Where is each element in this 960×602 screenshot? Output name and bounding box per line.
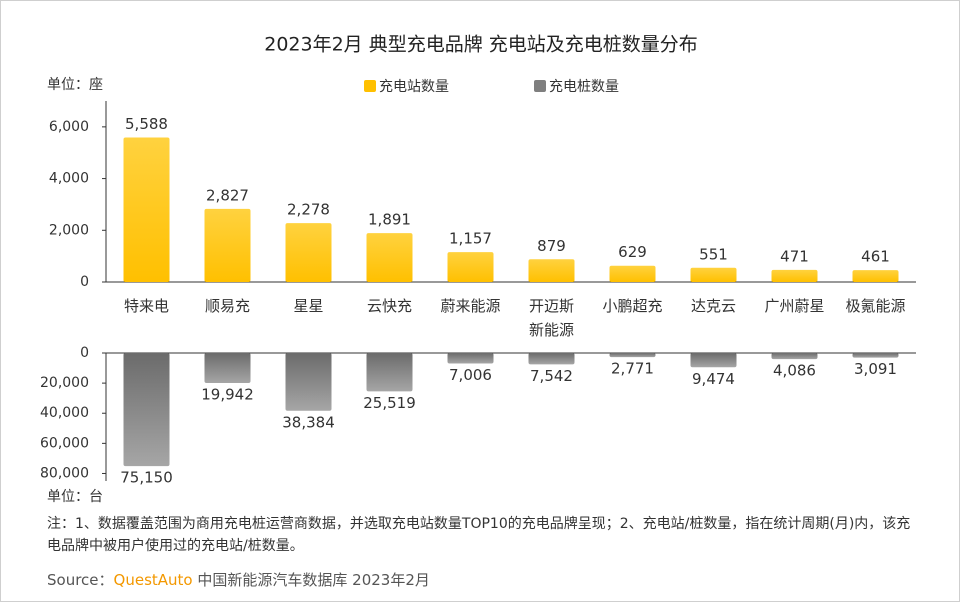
bar	[609, 353, 656, 358]
value-label: 38,384	[282, 413, 335, 431]
value-label: 1,157	[449, 230, 492, 248]
legend-label: 充电桩数量	[549, 78, 619, 95]
bar	[285, 353, 332, 411]
y-tick-label: 0	[80, 274, 89, 290]
legend-label: 充电站数量	[379, 79, 449, 95]
y2-tick-label: 40,000	[40, 405, 89, 421]
bar	[204, 208, 251, 282]
x-tick-label: 星星	[293, 297, 324, 315]
unit-label: 单位：座	[47, 77, 103, 93]
y2-tick-label: 20,000	[40, 375, 89, 391]
value-label: 7,006	[449, 366, 492, 384]
bar	[690, 353, 737, 368]
value-label: 4,086	[773, 362, 816, 380]
x-tick-label: 广州蔚星	[764, 297, 825, 315]
bar	[690, 267, 737, 282]
value-label: 25,519	[363, 394, 416, 412]
x-tick-label: 云快充	[366, 297, 412, 315]
value-label: 629	[618, 243, 647, 261]
x-tick-label: 开迈斯 新能源	[528, 297, 574, 339]
y2-tick-label: 0	[80, 345, 89, 361]
bar	[366, 233, 413, 282]
chart-title: 2023年2月 典型充电品牌 充电站及充电桩数量分布	[264, 34, 698, 56]
value-label: 3,091	[854, 360, 897, 378]
x-tick-label: 蔚来能源	[440, 297, 501, 315]
y-tick-label: 6,000	[49, 119, 89, 135]
bar	[852, 270, 899, 282]
value-label: 461	[861, 248, 890, 266]
x-tick-label: 小鹏超充	[602, 297, 663, 315]
value-label: 1,891	[368, 211, 411, 229]
x-tick-label: 特来电	[123, 297, 169, 315]
value-label: 2,771	[611, 360, 654, 378]
bar	[123, 353, 170, 467]
bar	[447, 252, 494, 282]
x-tick-label: 极氪能源	[845, 297, 906, 315]
bar	[204, 353, 251, 384]
value-label: 7,542	[530, 367, 573, 385]
bar	[771, 269, 818, 282]
bar	[366, 353, 413, 392]
value-label: 551	[699, 245, 728, 263]
bar	[123, 137, 170, 282]
source-label: Source：	[47, 571, 114, 589]
value-label: 471	[780, 247, 809, 265]
value-label: 5,588	[125, 115, 168, 133]
y2-tick-label: 60,000	[40, 435, 89, 451]
x-tick-label: 达克云	[690, 297, 736, 315]
legend-swatch	[534, 80, 546, 92]
unit-label: 单位：台	[47, 489, 103, 505]
value-label: 19,942	[201, 386, 254, 404]
value-label: 2,827	[206, 186, 249, 204]
source-text: 中国新能源汽车数据库 2023年2月	[197, 571, 430, 589]
note: 注：1、数据覆盖范围为商用充电桩运营商数据，并选取充电站数量TOP10的充电品牌…	[47, 516, 911, 554]
value-label: 75,150	[120, 469, 173, 487]
bar	[771, 353, 818, 360]
x-tick-label: 顺易充	[204, 297, 250, 315]
source: Source：QuestAuto 中国新能源汽车数据库 2023年2月	[47, 569, 430, 590]
bar	[528, 259, 575, 282]
source-brand: QuestAuto	[113, 571, 193, 589]
value-label: 2,278	[287, 201, 330, 219]
bar	[447, 353, 494, 364]
bar	[528, 353, 575, 365]
y2-tick-label: 80,000	[40, 465, 89, 481]
value-label: 9,474	[692, 370, 735, 388]
y-tick-label: 2,000	[49, 222, 89, 238]
legend-swatch	[364, 80, 376, 92]
value-label: 879	[537, 237, 566, 255]
y-tick-label: 4,000	[49, 171, 89, 187]
bar	[609, 265, 656, 282]
bar	[852, 353, 899, 358]
bar	[285, 223, 332, 282]
